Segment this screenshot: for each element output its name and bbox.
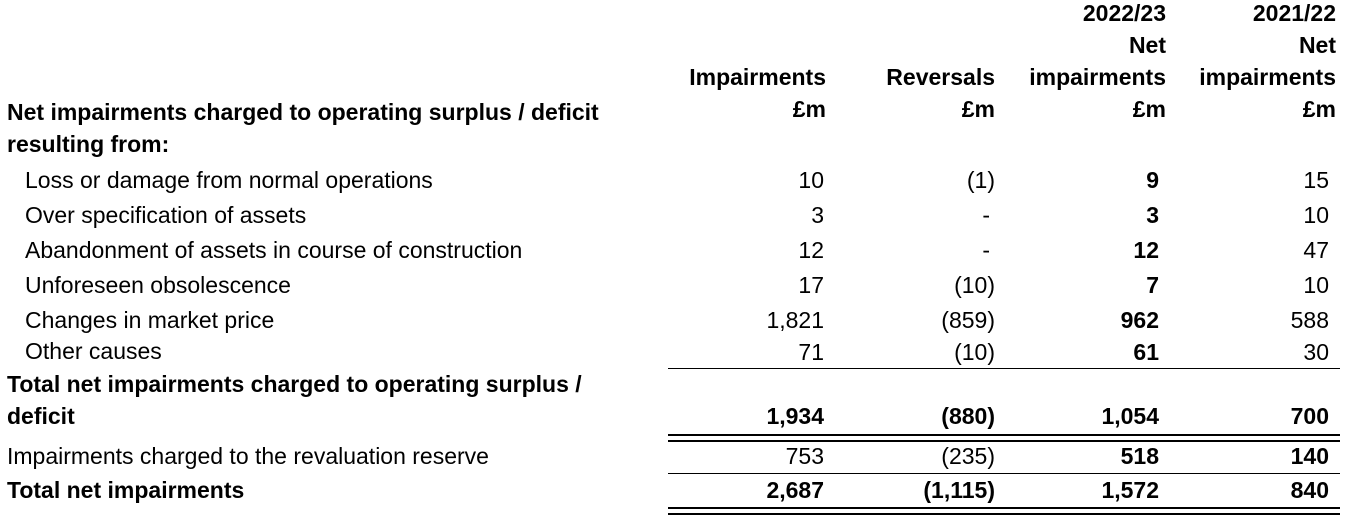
header-impairments-line1: Impairments — [689, 64, 826, 90]
total-impairments: 2,687 — [766, 477, 824, 503]
header-net-2022-23-unit: £m — [1132, 96, 1166, 122]
row-label: Over specification of assets — [25, 202, 307, 228]
revaluation-net-2021-22: 140 — [1290, 443, 1329, 469]
revaluation-net-2022-23: 518 — [1120, 443, 1159, 469]
row-net-2022-23: 12 — [1133, 237, 1159, 263]
row-impairments: 12 — [798, 237, 824, 263]
row-impairments: 1,821 — [766, 307, 824, 333]
row-label: Loss or damage from normal operations — [25, 167, 433, 193]
header-net-2022-23-year: 2022/23 — [1082, 0, 1166, 26]
row-impairments: 71 — [798, 339, 824, 365]
header-net-2021-22-line3: impairments — [1199, 64, 1336, 90]
row-net-2021-22: 15 — [1303, 167, 1329, 193]
total-operating-impairments: 1,934 — [766, 403, 824, 429]
row-net-2022-23: 61 — [1133, 339, 1159, 365]
header-reversals-line1: Reversals — [886, 64, 995, 90]
header-net-2021-22: 2021/22 Net impairments £m — [1199, 0, 1336, 125]
row-label: Abandonment of assets in course of const… — [25, 237, 523, 263]
header-net-2021-22-unit: £m — [1302, 96, 1336, 122]
row-reversals: (10) — [954, 339, 995, 365]
double-rule-bottom — [668, 507, 1340, 515]
total-operating-label-line2: deficit — [7, 403, 75, 429]
header-net-2022-23: 2022/23 Net impairments £m — [1029, 0, 1166, 125]
total-net-2021-22: 840 — [1290, 477, 1329, 503]
row-reversals: (1) — [966, 167, 995, 193]
header-net-2022-23-line2: Net — [1128, 32, 1166, 58]
row-net-2021-22: 588 — [1290, 307, 1329, 333]
total-operating-reversals: (880) — [941, 403, 995, 429]
total-net-2022-23: 1,572 — [1101, 477, 1159, 503]
row-net-2022-23: 3 — [1146, 202, 1159, 228]
revaluation-impairments: 753 — [785, 443, 824, 469]
total-operating-net-2022-23: 1,054 — [1101, 403, 1159, 429]
row-net-2022-23: 962 — [1120, 307, 1159, 333]
row-impairments: 3 — [811, 202, 824, 228]
total-label: Total net impairments — [7, 477, 245, 503]
double-rule-upper — [668, 434, 1340, 442]
row-net-2021-22: 30 — [1303, 339, 1329, 365]
subtotal-rule — [668, 368, 1340, 369]
row-net-2022-23: 7 — [1146, 272, 1159, 298]
row-reversals: - — [982, 237, 990, 263]
row-net-2021-22: 10 — [1303, 202, 1329, 228]
header-net-2021-22-line2: Net — [1298, 32, 1336, 58]
total-rule — [668, 473, 1340, 474]
header-impairments-unit: £m — [792, 96, 826, 122]
row-reversals: (859) — [941, 307, 995, 333]
row-label: Other causes — [25, 338, 162, 364]
row-net-2021-22: 10 — [1303, 272, 1329, 298]
header-net-2022-23-line3: impairments — [1029, 64, 1166, 90]
section-heading-line2: resulting from: — [7, 131, 170, 157]
row-net-2022-23: 9 — [1146, 167, 1159, 193]
total-operating-label-line1: Total net impairments charged to operati… — [7, 371, 582, 397]
row-reversals: (10) — [954, 272, 995, 298]
section-heading-line1: Net impairments charged to operating sur… — [7, 99, 599, 125]
section-heading: Net impairments charged to operating sur… — [7, 96, 599, 160]
row-label: Unforeseen obsolescence — [25, 272, 291, 298]
row-label: Changes in market price — [25, 307, 275, 333]
revaluation-reversals: (235) — [941, 443, 995, 469]
header-reversals: Reversals £m — [886, 61, 995, 125]
revaluation-label: Impairments charged to the revaluation r… — [7, 443, 489, 469]
row-reversals: - — [982, 202, 990, 228]
total-operating-label: Total net impairments charged to operati… — [7, 368, 582, 432]
header-reversals-unit: £m — [961, 96, 995, 122]
total-reversals: (1,115) — [923, 477, 995, 503]
row-impairments: 17 — [798, 272, 824, 298]
total-operating-net-2021-22: 700 — [1290, 403, 1329, 429]
row-impairments: 10 — [798, 167, 824, 193]
header-impairments: Impairments £m — [689, 61, 826, 125]
header-net-2021-22-year: 2021/22 — [1252, 0, 1336, 26]
row-net-2021-22: 47 — [1303, 237, 1329, 263]
